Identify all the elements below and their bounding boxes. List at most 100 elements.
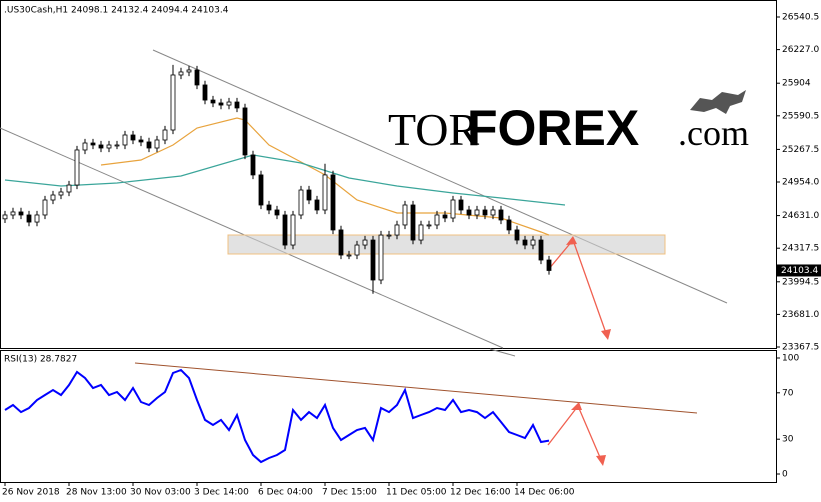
- candle-body: [58, 191, 64, 196]
- candle-body: [442, 214, 448, 219]
- candle-body: [194, 69, 200, 86]
- candle-body: [226, 101, 232, 106]
- candle-body: [362, 239, 368, 246]
- x-tick-label: 26 Nov 2018: [2, 488, 60, 498]
- candle-body: [114, 144, 120, 147]
- x-tick-label: 28 Nov 13:00: [66, 488, 127, 498]
- logo-bull: [690, 90, 746, 114]
- candle-body: [34, 214, 40, 223]
- logo-tor: TOR: [388, 104, 479, 155]
- candle-body: [274, 209, 280, 216]
- candle-body: [154, 139, 160, 149]
- y-tick-label: 24631.0: [782, 211, 819, 221]
- candle-body: [458, 199, 464, 211]
- moving-average: [100, 117, 550, 236]
- candle-body: [538, 239, 544, 261]
- candle-body: [282, 214, 288, 246]
- candle-body: [178, 71, 184, 76]
- candle-body: [138, 139, 144, 143]
- candle-body: [82, 142, 88, 151]
- candle-body: [330, 174, 336, 231]
- rsi-trendline: [134, 362, 698, 414]
- y-tick-label: 25904: [782, 79, 811, 89]
- y-tick-label: 23367.5: [782, 343, 819, 353]
- candle-body: [514, 229, 520, 241]
- y-tick-label: 70: [782, 388, 794, 398]
- candle-body: [314, 199, 320, 211]
- rsi-line: [4, 368, 550, 464]
- candle-body: [170, 74, 176, 131]
- candle-body: [2, 214, 8, 220]
- chart-title: .US30Cash,H1 24098.1 24132.4 24094.4 241…: [4, 6, 229, 16]
- candle-body: [250, 154, 256, 176]
- candle-body: [130, 134, 136, 141]
- candle-body: [42, 199, 48, 216]
- candle-body: [386, 234, 392, 237]
- candle-body: [450, 199, 456, 219]
- y-tick-label: 24954.0: [782, 178, 819, 188]
- y-tick-label: 24317.5: [782, 244, 819, 254]
- channel-lower-tail: [489, 348, 516, 357]
- candle-body: [122, 134, 128, 146]
- y-tick-label: 0: [782, 469, 788, 479]
- y-tick-label: 23994.5: [782, 277, 819, 287]
- candle-body: [354, 244, 360, 256]
- candle-body: [162, 129, 168, 141]
- candle-body: [426, 224, 432, 227]
- resistance-zone: [227, 234, 666, 255]
- x-tick-label: 3 Dec 14:00: [194, 488, 249, 498]
- y-tick-label: 23681.0: [782, 310, 819, 320]
- candle-body: [218, 102, 224, 106]
- y-tick-label: 26540.5: [782, 13, 819, 23]
- candle-body: [290, 214, 296, 246]
- rsi-panel: [0, 350, 777, 483]
- candle-body: [202, 84, 208, 101]
- y-tick-label: 25590.5: [782, 111, 819, 121]
- rsi-arrow: [547, 404, 603, 463]
- moving-average: [4, 154, 566, 206]
- candle-body: [106, 144, 112, 149]
- y-tick-label: 25267.5: [782, 145, 819, 155]
- candle-body: [18, 211, 24, 216]
- y-tick-label: 26227.0: [782, 45, 819, 55]
- rsi-title: RSI(13) 28.7827: [4, 355, 77, 365]
- candle-body: [378, 234, 384, 281]
- candle-body: [26, 214, 32, 223]
- x-tick-label: 12 Dec 16:00: [450, 488, 511, 498]
- candle-body: [482, 209, 488, 216]
- price-label-box: [777, 264, 821, 277]
- candle-body: [402, 204, 408, 226]
- logo-com: .com: [678, 113, 749, 153]
- candle-body: [370, 239, 376, 281]
- candle-body: [434, 214, 440, 226]
- y-tick-label: 100: [782, 354, 799, 364]
- candle-body: [242, 107, 248, 156]
- x-tick-label: 11 Dec 05:00: [386, 488, 447, 498]
- candle-body: [466, 209, 472, 216]
- rsi-arrow-heads: [571, 402, 606, 466]
- x-tick-label: 30 Nov 03:00: [130, 488, 191, 498]
- x-tick-label: 7 Dec 15:00: [322, 488, 377, 498]
- channel-upper: [152, 49, 728, 304]
- candle-body: [66, 184, 72, 193]
- candle-body: [258, 174, 264, 206]
- candle-body: [498, 209, 504, 221]
- annotations: [0, 49, 728, 466]
- candle-body: [186, 69, 192, 73]
- candle-body: [306, 189, 312, 201]
- candle-body: [490, 209, 496, 216]
- candle-body: [210, 99, 216, 104]
- candle-body: [522, 239, 528, 246]
- main-panel: [0, 0, 777, 349]
- price-label: 24103.4: [781, 266, 818, 276]
- candle-body: [410, 204, 416, 241]
- candle-body: [338, 229, 344, 256]
- candle-body: [266, 204, 272, 211]
- candle-body: [506, 219, 512, 231]
- candle-body: [322, 174, 328, 211]
- x-tick-label: 14 Dec 06:00: [514, 488, 575, 498]
- candle-body: [394, 224, 400, 236]
- candle-body: [546, 259, 552, 271]
